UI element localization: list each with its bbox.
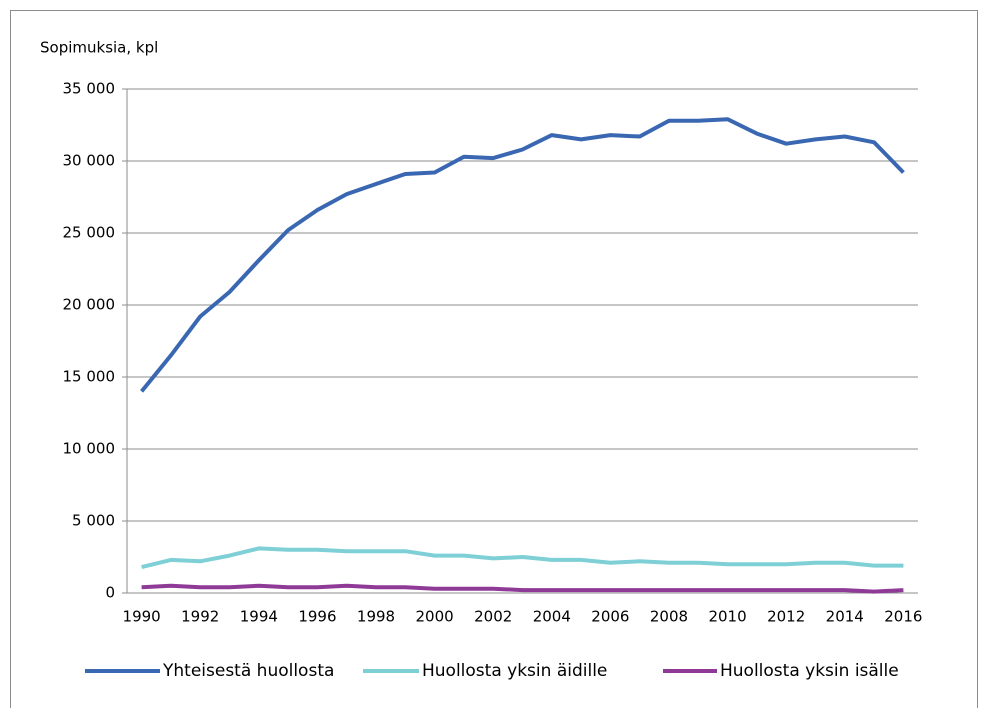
x-tick-label: 2010	[708, 608, 746, 626]
chart-border	[10, 10, 978, 708]
x-tick-label: 2006	[591, 608, 629, 626]
y-tick-label: 20 000	[63, 296, 116, 314]
legend-label: Yhteisestä huollosta	[162, 661, 334, 681]
x-tick-label: 2004	[533, 608, 571, 626]
x-tick-label: 2016	[884, 608, 922, 626]
x-tick-label: 2014	[826, 608, 864, 626]
x-tick-label: 2008	[650, 608, 688, 626]
x-tick-label: 1996	[298, 608, 336, 626]
legend-label: Huollosta yksin isälle	[720, 661, 899, 681]
y-tick-label: 30 000	[63, 152, 116, 170]
x-tick-label: 1998	[357, 608, 395, 626]
series-line	[140, 117, 905, 393]
legend-label: Huollosta yksin äidille	[422, 661, 607, 681]
x-tick-label: 2002	[474, 608, 512, 626]
y-tick-label: 10 000	[63, 440, 116, 458]
y-tick-label: 25 000	[63, 224, 116, 242]
y-tick-label: 35 000	[63, 80, 116, 98]
y-tick-label: 15 000	[63, 368, 116, 386]
x-tick-label: 1992	[181, 608, 219, 626]
series-line	[141, 546, 904, 570]
y-axis-label: Sopimuksia, kpl	[40, 39, 158, 57]
series-line	[141, 583, 904, 594]
x-tick-label: 2012	[767, 608, 805, 626]
x-tick-label: 1990	[123, 608, 161, 626]
x-tick-label: 1994	[240, 608, 278, 626]
y-tick-label: 5 000	[72, 512, 115, 530]
x-tick-label: 2000	[416, 608, 454, 626]
y-tick-label: 0	[105, 584, 115, 602]
